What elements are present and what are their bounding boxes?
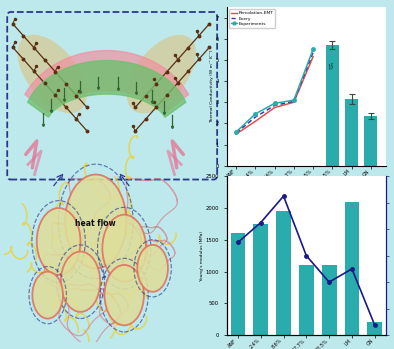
Bar <box>367 322 382 335</box>
Bar <box>364 116 377 166</box>
Bar <box>322 265 336 335</box>
Circle shape <box>102 215 146 282</box>
Circle shape <box>104 265 144 325</box>
Text: //: // <box>327 63 334 70</box>
Ellipse shape <box>17 35 87 113</box>
Legend: Percolation-EMT, Every, Experiments: Percolation-EMT, Every, Experiments <box>229 9 275 28</box>
Ellipse shape <box>127 35 196 113</box>
Polygon shape <box>28 61 186 117</box>
Bar <box>326 45 338 166</box>
Bar <box>299 265 314 335</box>
Circle shape <box>138 245 168 292</box>
Bar <box>344 202 359 335</box>
Text: heat flow: heat flow <box>76 218 116 228</box>
Y-axis label: Thermal Conductivity (W m⁻¹ K⁻¹): Thermal Conductivity (W m⁻¹ K⁻¹) <box>210 50 214 123</box>
Bar <box>253 224 268 335</box>
Circle shape <box>32 272 63 319</box>
Bar <box>276 211 291 335</box>
Y-axis label: Young's modulus (MPa): Young's modulus (MPa) <box>200 231 204 281</box>
Circle shape <box>37 208 80 275</box>
Polygon shape <box>25 51 189 113</box>
Circle shape <box>61 252 100 312</box>
Bar <box>230 233 245 335</box>
Bar <box>345 99 358 166</box>
Circle shape <box>65 174 126 268</box>
